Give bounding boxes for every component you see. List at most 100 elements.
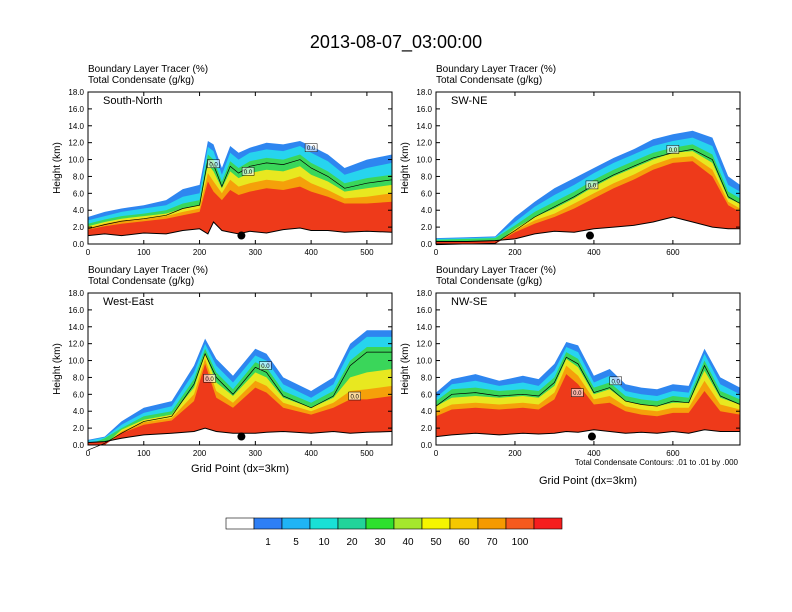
colorbar-swatch <box>477 517 507 530</box>
contour-label-box <box>241 167 255 176</box>
colorbar-swatch <box>337 517 367 530</box>
x-tick-label: 600 <box>666 248 680 257</box>
colorbar-tick-label: 20 <box>346 537 358 548</box>
panel-2-subtitle-condensate: Total Condensate (g/kg) <box>436 75 542 86</box>
location-marker <box>237 231 246 240</box>
panel-1-subtitle-tracer: Boundary Layer Tracer (%) <box>88 64 208 75</box>
plot-frame <box>87 292 393 446</box>
y-tick-label: 0.0 <box>73 240 85 249</box>
y-tick-label: 4.0 <box>73 206 85 215</box>
panel-3-subtitle-condensate: Total Condensate (g/kg) <box>88 276 194 287</box>
panel-3-y-axis-label: Height (km) <box>52 343 63 395</box>
panel-label: West-East <box>103 296 154 308</box>
condensate-contour <box>435 356 741 407</box>
contour-label: 0.0 <box>350 395 359 401</box>
panel-3-subtitle-tracer: Boundary Layer Tracer (%) <box>88 265 208 276</box>
x-tick-label: 500 <box>360 449 374 458</box>
terrain-line <box>435 429 740 438</box>
x-tick-label: 100 <box>137 449 151 458</box>
condensate-contour <box>435 149 741 246</box>
y-tick-label: 0.0 <box>421 240 433 249</box>
x-tick-label: 200 <box>508 248 522 257</box>
panel-2-y-axis-label: Height (km) <box>400 142 411 194</box>
colorbar-swatch <box>505 517 535 530</box>
y-tick-label: 6.0 <box>421 189 433 198</box>
y-tick-label: 18.0 <box>68 289 84 298</box>
y-tick-label: 16.0 <box>68 306 84 315</box>
tracer-band-red <box>88 181 392 236</box>
panel-4-plot: 0.0 2.0 4.0 6.0 8.0 10.0 12.0 14.0 16.0 18.0 0 200 4… <box>416 289 741 458</box>
colorbar-tick-label: 100 <box>512 537 529 548</box>
y-tick-label: 14.0 <box>68 323 84 332</box>
contour-label: 0.0 <box>244 170 253 176</box>
y-tick-label: 16.0 <box>416 105 432 114</box>
panel-1-subtitle-condensate: Total Condensate (g/kg) <box>88 75 194 86</box>
x-tick-label: 200 <box>508 449 522 458</box>
y-tick-label: 10.0 <box>68 357 84 366</box>
colorbar-tick-label: 1 <box>265 537 271 548</box>
y-tick-label: 12.0 <box>416 139 432 148</box>
x-tick-label: 0 <box>434 248 439 257</box>
contour-label-box <box>203 374 216 383</box>
terrain-line <box>87 221 393 237</box>
tracer-band-red <box>436 374 740 437</box>
colorbar-tick-label: 60 <box>458 537 470 548</box>
y-tick-label: 4.0 <box>421 206 433 215</box>
y-tick-label: 8.0 <box>73 172 85 181</box>
contour-label: 0.0 <box>611 379 620 385</box>
contour-label: 0.0 <box>588 183 597 189</box>
y-tick-label: 8.0 <box>421 172 433 181</box>
x-tick-label: 400 <box>587 248 601 257</box>
contour-label-box <box>348 391 361 401</box>
panel-south-north: Boundary Layer Tracer (%) Total Condensa… <box>52 64 393 257</box>
y-tick-label: 4.0 <box>421 407 433 416</box>
colorbar-tick-label: 30 <box>374 537 386 548</box>
y-tick-label: 12.0 <box>68 139 84 148</box>
panel-label: NW-SE <box>451 296 487 308</box>
colorbar-swatch <box>533 517 563 530</box>
location-marker <box>585 231 594 240</box>
x-tick-label: 400 <box>587 449 601 458</box>
colorbar-swatch <box>421 517 451 530</box>
contour-label-box <box>207 159 220 169</box>
contour-label-box <box>571 388 584 397</box>
x-tick-label: 0 <box>86 449 91 458</box>
panel-2-plot: 0.0 2.0 4.0 6.0 8.0 10.0 12.0 14.0 16.0 18.0 0 200 4… <box>416 88 741 257</box>
panel-nw-se: Boundary Layer Tracer (%) Total Condensa… <box>400 265 741 487</box>
colorbar-tick-label: 50 <box>430 537 442 548</box>
contour-label: 0.0 <box>205 377 214 383</box>
colorbar-swatch <box>281 517 311 530</box>
y-tick-label: 12.0 <box>416 340 432 349</box>
terrain-line <box>436 216 740 242</box>
x-tick-label: 100 <box>137 248 151 257</box>
contour-label-box <box>666 145 680 154</box>
x-tick-label: 600 <box>666 449 680 458</box>
y-tick-label: 18.0 <box>416 88 432 97</box>
x-tick-label: 500 <box>360 248 374 257</box>
y-tick-label: 2.0 <box>421 424 433 433</box>
y-tick-label: 0.0 <box>73 441 85 450</box>
y-tick-label: 6.0 <box>73 189 85 198</box>
y-tick-label: 0.0 <box>421 441 433 450</box>
plot-frame <box>435 91 741 245</box>
x-tick-label: 300 <box>249 449 263 458</box>
condensate-contour <box>87 351 392 451</box>
x-tick-label: 0 <box>434 449 439 458</box>
y-tick-label: 8.0 <box>421 373 433 382</box>
x-tick-label: 400 <box>304 449 318 458</box>
location-marker <box>587 432 596 441</box>
colorbar-tick-label: 5 <box>293 537 299 548</box>
colorbar-swatch <box>253 517 283 530</box>
condensate-contour <box>87 158 393 230</box>
y-tick-label: 6.0 <box>73 390 85 399</box>
contour-label-box <box>585 180 599 190</box>
contour-label-box <box>259 361 272 370</box>
contour-label-box <box>304 143 318 152</box>
y-tick-label: 2.0 <box>73 424 85 433</box>
y-tick-label: 16.0 <box>416 306 432 315</box>
colorbar-swatch <box>225 517 255 530</box>
x-tick-label: 0 <box>86 248 91 257</box>
contour-label: 0.0 <box>209 162 218 168</box>
y-tick-label: 14.0 <box>416 323 432 332</box>
